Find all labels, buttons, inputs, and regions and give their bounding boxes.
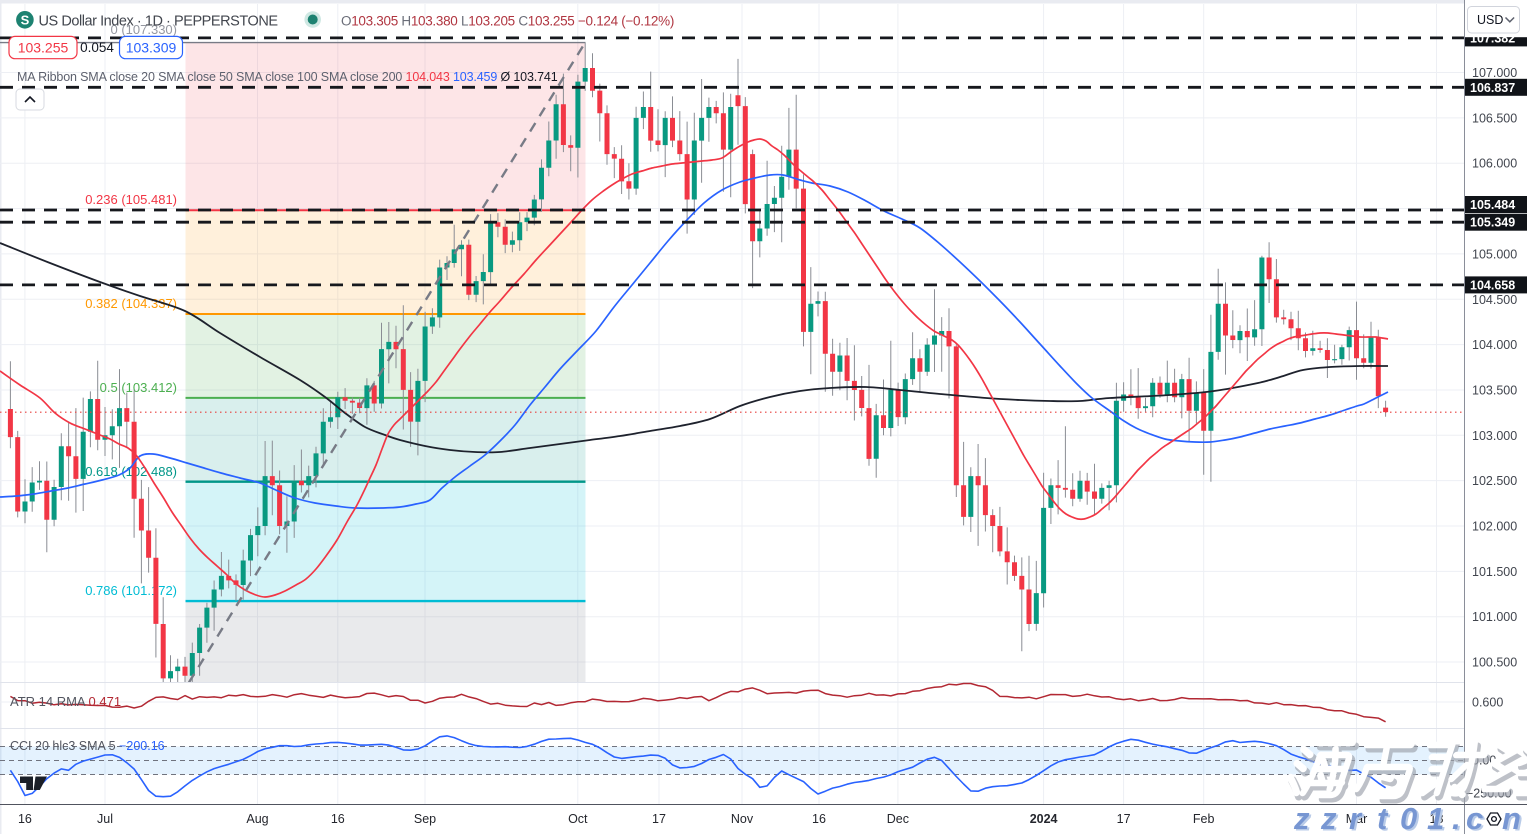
svg-text:106.000: 106.000 (1472, 157, 1517, 171)
svg-text:Dec: Dec (887, 812, 909, 826)
svg-text:n: n (1504, 803, 1523, 835)
svg-text:105.484: 105.484 (1470, 198, 1515, 212)
svg-text:104.500: 104.500 (1472, 293, 1517, 307)
svg-text:2024: 2024 (1030, 812, 1058, 826)
svg-text:18: 18 (1430, 812, 1444, 826)
svg-text:ATR 14 RMA 0.471: ATR 14 RMA 0.471 (10, 694, 121, 709)
svg-text:0.5 (103.412): 0.5 (103.412) (100, 380, 177, 395)
svg-text:0 (107.330): 0 (107.330) (111, 22, 178, 37)
svg-text:0.786 (101.172): 0.786 (101.172) (85, 583, 177, 598)
svg-text:.: . (1452, 801, 1461, 834)
svg-text:0.236 (105.481): 0.236 (105.481) (85, 192, 177, 207)
svg-text:104.658: 104.658 (1470, 278, 1515, 292)
svg-text:c: c (1468, 803, 1485, 835)
svg-text:103.309: 103.309 (126, 39, 177, 55)
svg-text:103.000: 103.000 (1472, 429, 1517, 443)
svg-text:z: z (1320, 801, 1337, 834)
svg-text:107.000: 107.000 (1472, 66, 1517, 80)
svg-text:z: z (1293, 801, 1310, 834)
svg-text:MA Ribbon SMA close 20 SMA clo: MA Ribbon SMA close 20 SMA close 50 SMA … (17, 70, 558, 84)
svg-text:Aug: Aug (246, 812, 268, 826)
svg-text:.: . (1454, 803, 1463, 835)
svg-text:0.600: 0.600 (1472, 696, 1503, 710)
svg-text:17: 17 (1117, 812, 1131, 826)
svg-text:z: z (1322, 803, 1339, 835)
svg-text:1: 1 (1429, 803, 1446, 835)
svg-text:Sep: Sep (414, 812, 436, 826)
svg-text:106.837: 106.837 (1470, 81, 1515, 95)
svg-text:101.000: 101.000 (1472, 610, 1517, 624)
svg-text:0.618 (102.488): 0.618 (102.488) (85, 464, 177, 479)
svg-text:0: 0 (1402, 803, 1419, 835)
svg-text:S: S (21, 12, 30, 27)
svg-text:100.500: 100.500 (1472, 656, 1517, 670)
svg-text:r: r (1349, 801, 1363, 834)
svg-text:Mar: Mar (1346, 812, 1368, 826)
svg-text:t: t (1379, 803, 1391, 835)
svg-text:102.500: 102.500 (1472, 474, 1517, 488)
svg-text:0: 0 (1400, 801, 1417, 834)
svg-text:Feb: Feb (1193, 812, 1215, 826)
svg-text:Oct: Oct (568, 812, 588, 826)
svg-text:103.255: 103.255 (18, 39, 69, 55)
svg-text:16: 16 (812, 812, 826, 826)
svg-text:n: n (1502, 801, 1521, 834)
svg-text:102.000: 102.000 (1472, 520, 1517, 534)
svg-text:0.054: 0.054 (80, 40, 114, 55)
svg-text:c: c (1466, 801, 1483, 834)
svg-text:z: z (1295, 803, 1312, 835)
svg-text:US Dollar Index · 1D · PEPPERS: US Dollar Index · 1D · PEPPERSTONE (39, 13, 279, 29)
svg-text:16: 16 (18, 812, 32, 826)
svg-text:O103.305 H103.380 L103.205 C10: O103.305 H103.380 L103.205 C103.255 −0.1… (341, 13, 674, 28)
svg-text:Jul: Jul (97, 812, 113, 826)
svg-text:17: 17 (652, 812, 666, 826)
svg-text:1: 1 (1427, 801, 1444, 834)
svg-text:t: t (1377, 801, 1389, 834)
svg-text:16: 16 (331, 812, 345, 826)
svg-text:106.500: 106.500 (1472, 111, 1517, 125)
svg-text:105.000: 105.000 (1472, 247, 1517, 261)
svg-text:104.000: 104.000 (1472, 338, 1517, 352)
svg-text:USD: USD (1477, 13, 1503, 27)
svg-text:CCI 20 hlc3 SMA 5 −200.16: CCI 20 hlc3 SMA 5 −200.16 (10, 739, 165, 753)
svg-text:101.500: 101.500 (1472, 565, 1517, 579)
svg-text:r: r (1351, 803, 1365, 835)
svg-text:103.500: 103.500 (1472, 383, 1517, 397)
svg-text:Nov: Nov (731, 812, 754, 826)
svg-text:105.349: 105.349 (1470, 216, 1515, 230)
